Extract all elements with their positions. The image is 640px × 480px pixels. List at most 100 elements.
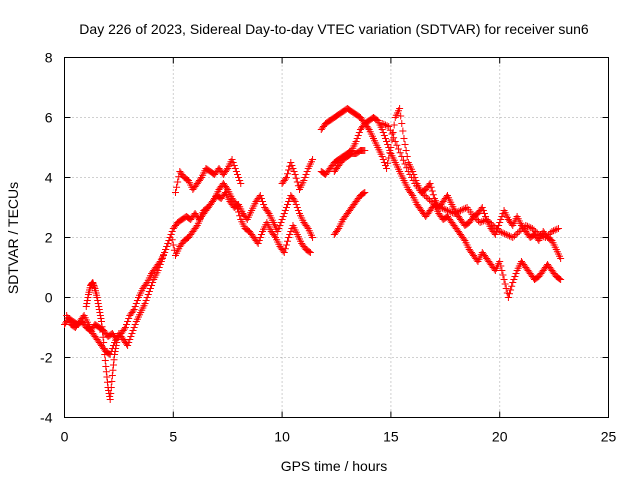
data-point — [430, 201, 438, 208]
data-point — [289, 165, 297, 172]
data-point — [100, 339, 108, 346]
data-point — [285, 166, 293, 174]
data-point — [535, 231, 543, 238]
data-point — [388, 130, 396, 138]
data-point — [525, 223, 533, 231]
data-point — [510, 232, 518, 240]
data-point — [231, 199, 239, 207]
data-point — [354, 132, 362, 139]
data-point — [232, 168, 240, 175]
data-point — [361, 189, 369, 196]
data-point — [160, 252, 168, 259]
data-point — [440, 205, 448, 213]
data-point — [383, 165, 391, 172]
data-point — [504, 231, 512, 239]
data-point — [284, 201, 292, 208]
data-point — [491, 223, 499, 231]
data-point — [361, 147, 369, 154]
data-point — [435, 203, 443, 211]
data-point — [290, 168, 298, 175]
data-point — [282, 204, 290, 211]
data-point — [452, 209, 460, 217]
data-point — [132, 300, 140, 307]
y-tick-label: -4 — [40, 410, 53, 426]
data-point — [167, 231, 175, 238]
data-point — [157, 258, 165, 265]
data-point — [488, 220, 496, 228]
data-point — [124, 318, 132, 325]
data-point — [231, 165, 239, 172]
data-point — [144, 291, 152, 298]
data-point — [429, 191, 437, 199]
data-point — [83, 297, 91, 304]
data-point — [126, 336, 134, 343]
data-point — [501, 230, 509, 238]
data-point — [512, 270, 520, 277]
data-point — [256, 234, 264, 241]
data-point — [406, 171, 414, 178]
data-point — [101, 357, 109, 364]
data-point — [163, 243, 171, 250]
data-point — [442, 206, 450, 214]
data-point — [419, 190, 427, 198]
data-point — [161, 249, 169, 256]
data-point — [530, 226, 538, 234]
data-point — [504, 294, 512, 301]
data-point — [395, 145, 403, 153]
data-point — [110, 356, 118, 364]
data-point — [210, 196, 218, 204]
data-point — [437, 204, 445, 211]
data-point — [108, 378, 116, 385]
data-point — [541, 234, 549, 241]
data-point — [380, 120, 388, 128]
data-point — [455, 207, 463, 215]
data-point — [294, 207, 302, 214]
data-point — [102, 363, 110, 370]
data-point — [99, 333, 107, 341]
data-point — [434, 202, 442, 210]
data-point — [254, 240, 262, 247]
data-point — [257, 231, 265, 238]
data-point — [285, 234, 293, 241]
data-point — [460, 205, 468, 213]
data-point — [97, 318, 105, 325]
data-point — [133, 297, 141, 304]
data-point — [398, 120, 406, 127]
data-point — [277, 219, 285, 226]
data-point — [507, 233, 515, 241]
data-point — [102, 368, 110, 376]
data-point — [309, 234, 317, 241]
tick-labels: 0 5 10 15 20 25 -4 -2 0 2 4 6 8 — [40, 50, 616, 445]
data-point — [458, 206, 466, 214]
data-point — [130, 306, 138, 313]
data-point — [96, 309, 104, 316]
data-point — [450, 210, 458, 217]
x-tick-label: 15 — [383, 429, 399, 445]
data-point — [481, 216, 489, 224]
data-point — [112, 342, 120, 349]
data-point — [512, 231, 520, 238]
data-point — [287, 228, 295, 235]
x-axis-label: GPS time / hours — [281, 458, 388, 474]
data-point — [478, 218, 486, 226]
data-point — [171, 189, 179, 196]
data-point — [509, 234, 517, 241]
data-point — [399, 127, 407, 135]
data-point — [443, 207, 451, 214]
data-point — [111, 348, 119, 355]
data-point — [497, 262, 505, 270]
data-point — [398, 153, 406, 160]
data-point — [509, 279, 517, 286]
data-point — [390, 134, 398, 142]
data-point — [293, 178, 301, 186]
data-point — [408, 174, 416, 181]
data-point — [401, 141, 409, 148]
data-point — [168, 228, 176, 235]
data-point — [162, 246, 170, 253]
data-point — [280, 249, 288, 256]
chart-title: Day 226 of 2023, Sidereal Day-to-day VTE… — [79, 21, 589, 37]
data-point — [145, 288, 153, 295]
data-point — [404, 168, 412, 175]
data-point — [378, 120, 386, 127]
